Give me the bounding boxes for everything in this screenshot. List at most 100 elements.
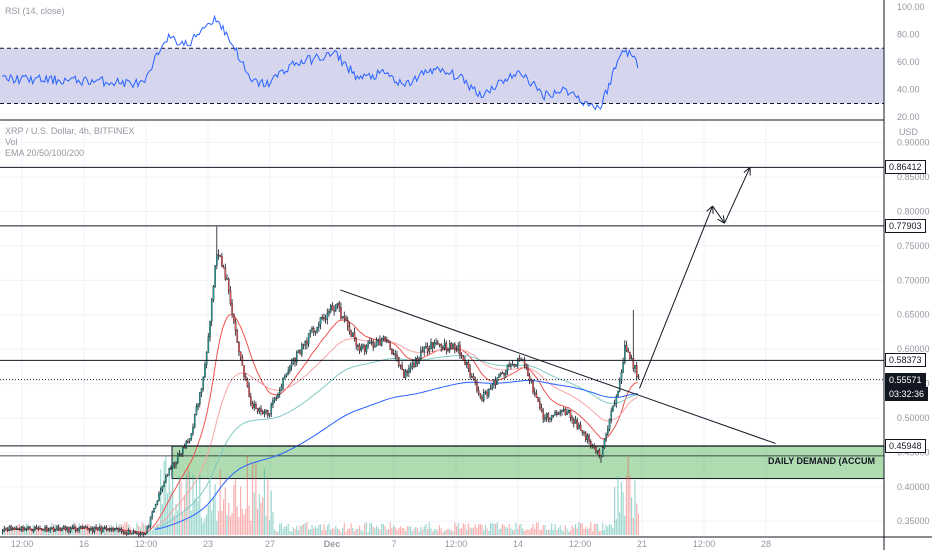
candle-body: [595, 446, 597, 453]
candle-body: [513, 364, 516, 367]
volume-bar: [357, 528, 359, 535]
candle-body: [129, 530, 131, 535]
candle-body: [375, 340, 378, 347]
price-tick-label: 0.90000: [897, 138, 930, 148]
volume-bar: [255, 462, 257, 535]
candle-body: [596, 450, 599, 453]
candle-body: [73, 526, 75, 528]
volume-bar: [287, 523, 289, 535]
candle-body: [90, 528, 92, 531]
volume-bar: [391, 527, 393, 535]
candle-body: [166, 475, 169, 477]
volume-bar: [580, 523, 582, 535]
volume-bar: [15, 526, 17, 535]
volume-bar: [598, 531, 600, 535]
candle-body: [267, 410, 269, 416]
volume-bar: [517, 528, 519, 535]
volume-bar: [143, 523, 145, 535]
volume-bar: [160, 469, 162, 535]
candle-body: [588, 435, 590, 442]
candle-body: [498, 374, 500, 378]
volume-bar: [393, 525, 395, 535]
candle-body: [49, 528, 52, 531]
candle-body: [389, 342, 392, 350]
candle-body: [12, 528, 14, 530]
volume-bar: [233, 485, 235, 535]
volume-bar: [221, 510, 223, 535]
candle-body: [561, 410, 563, 412]
candle-body: [566, 412, 568, 416]
candle-body: [238, 342, 240, 352]
candle-body: [142, 532, 145, 536]
candle-body: [607, 429, 609, 435]
volume-bar: [457, 522, 459, 535]
volume-bar: [234, 478, 237, 535]
candle-body: [314, 331, 317, 333]
volume-bar: [199, 474, 201, 535]
volume-bar: [634, 480, 636, 535]
candle-body: [256, 408, 259, 412]
candle-body: [426, 346, 429, 352]
volume-bar: [214, 484, 216, 535]
candle-body: [42, 529, 45, 531]
candle-body: [173, 462, 176, 466]
volume-bar: [518, 524, 520, 535]
candle-body: [392, 353, 395, 355]
volume-bar: [360, 530, 362, 535]
candle-body: [431, 342, 434, 348]
volume-bar: [540, 529, 543, 535]
volume-bar: [549, 529, 551, 535]
candle-body: [367, 342, 369, 347]
price-tick-label: 0.40000: [897, 482, 930, 492]
candle-body: [270, 404, 273, 414]
candle-body: [261, 411, 264, 414]
drawings: [340, 167, 776, 444]
candle-body: [516, 358, 519, 365]
candle-body: [418, 358, 420, 364]
candle-body: [272, 400, 274, 405]
candle-body: [22, 527, 24, 531]
candle-body: [438, 343, 441, 346]
candle-body: [168, 467, 171, 476]
candle-body: [131, 532, 133, 535]
time-tick-label: 12:00: [135, 539, 158, 549]
volume-bar: [479, 523, 481, 535]
volume-bar: [294, 529, 296, 535]
volume-bar: [425, 524, 427, 535]
volume-bar: [253, 492, 255, 535]
candle-body: [117, 528, 120, 532]
candle-body: [406, 370, 409, 373]
volume-bar: [364, 523, 366, 535]
volume-bar: [486, 528, 488, 535]
candle-body: [416, 358, 419, 364]
volume-bar: [207, 505, 209, 535]
volume-bar: [37, 528, 39, 535]
volume-bar: [462, 523, 464, 535]
volume-bar: [229, 516, 231, 535]
candle-body: [85, 526, 87, 528]
candle-body: [243, 365, 245, 377]
volume-bar: [525, 530, 527, 535]
volume-bar: [161, 503, 163, 535]
candle-body: [153, 508, 155, 513]
candle-body: [484, 391, 487, 394]
candle-body: [505, 370, 507, 376]
candle-body: [316, 327, 318, 332]
candle-body: [479, 393, 482, 398]
volume-bar: [105, 528, 107, 535]
volume-bar: [165, 455, 167, 535]
volume-bar: [223, 499, 225, 535]
candle-body: [535, 393, 538, 398]
volume-bar: [408, 526, 410, 535]
candle-body: [239, 351, 242, 358]
price-tag: 0.77903: [885, 218, 926, 233]
volume-bar: [240, 486, 242, 535]
volume-bar: [369, 523, 371, 535]
volume-bar: [510, 528, 512, 535]
volume-bar: [192, 474, 194, 535]
time-tick-label: 16: [79, 539, 89, 549]
candle-body: [352, 332, 354, 337]
candle-body: [88, 529, 91, 531]
candle-body: [408, 368, 410, 373]
